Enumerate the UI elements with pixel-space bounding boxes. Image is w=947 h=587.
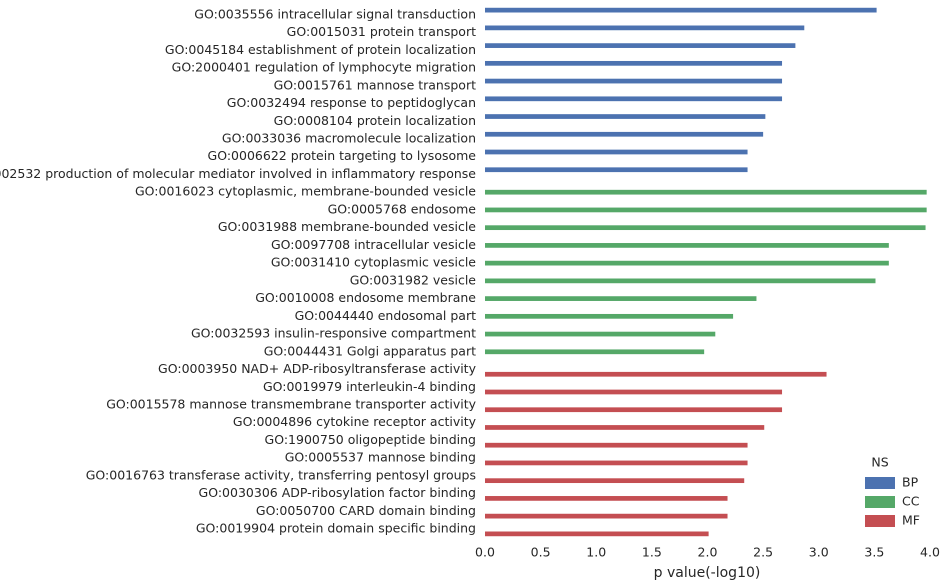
bar <box>485 513 728 519</box>
y-tick-label: GO:0005768 endosome <box>328 201 477 216</box>
bar <box>485 7 877 13</box>
y-tick-label: GO:0031988 membrane-bounded vesicle <box>218 219 476 234</box>
bar <box>485 478 745 484</box>
y-tick-label: GO:0019904 protein domain specific bindi… <box>196 521 476 536</box>
bar <box>485 25 805 31</box>
bar <box>485 207 927 213</box>
y-tick-label: GO:0032494 response to peptidoglycan <box>227 95 476 110</box>
bar <box>485 96 783 102</box>
x-tick-label: 0.0 <box>475 545 495 560</box>
y-tick-label: GO:0030306 ADP-ribosylation factor bindi… <box>199 485 476 500</box>
x-tick-label: 4.0 <box>920 545 940 560</box>
x-tick-label: 1.5 <box>642 545 662 560</box>
bar <box>485 114 766 119</box>
bar <box>485 496 728 501</box>
y-tick-label: GO:0035556 intracellular signal transduc… <box>194 6 476 21</box>
bar <box>485 389 783 395</box>
bar <box>485 531 709 537</box>
bar <box>485 442 748 448</box>
bar <box>485 331 716 337</box>
legend-label: CC <box>902 494 920 509</box>
legend-label: MF <box>902 513 920 528</box>
y-tick-label: GO:0033036 macromolecule localization <box>222 131 476 146</box>
bar <box>485 43 796 48</box>
legend-swatch <box>865 496 895 508</box>
bar <box>485 189 927 195</box>
y-tick-label: GO:0015578 mannose transmembrane transpo… <box>106 397 476 412</box>
x-tick-label: 3.0 <box>809 545 829 560</box>
y-tick-label: GO:0044431 Golgi apparatus part <box>264 343 476 358</box>
bar <box>485 225 926 231</box>
y-tick-label: GO:0031410 cytoplasmic vesicle <box>271 255 476 270</box>
bar <box>485 296 757 301</box>
y-tick-label: GO:0032593 insulin-responsive compartmen… <box>191 326 476 341</box>
bar <box>485 313 734 319</box>
y-tick-label: GO:2000401 regulation of lymphocyte migr… <box>172 60 476 75</box>
x-axis-label: p value(-log10) <box>654 565 761 581</box>
y-tick-label: GO:0008104 protein localization <box>274 113 476 128</box>
bar <box>485 78 783 84</box>
bar <box>485 460 748 466</box>
y-tick-label: GO:0044440 endosomal part <box>295 308 477 323</box>
bar <box>485 167 748 173</box>
y-tick-label: GO:0010008 endosome membrane <box>255 290 476 305</box>
bar <box>485 243 889 248</box>
bar <box>485 131 764 137</box>
legend-swatch <box>865 515 895 527</box>
bar <box>485 425 765 430</box>
y-tick-label: GO:0045184 establishment of protein loca… <box>165 42 476 57</box>
y-tick-label: GO:0003950 NAD+ ADP-ribosyltransferase a… <box>158 361 477 376</box>
x-tick-label: 2.0 <box>698 545 718 560</box>
x-tick-label: 0.5 <box>531 545 551 560</box>
y-tick-label: GO:0097708 intracellular vesicle <box>271 237 476 252</box>
bar <box>485 407 783 413</box>
y-tick-label: GO:0016023 cytoplasmic, membrane-bounded… <box>135 184 476 199</box>
legend-swatch <box>865 477 895 489</box>
y-tick-label: GO:0006622 protein targeting to lysosome <box>208 148 477 163</box>
y-tick-label: GO:0015031 protein transport <box>287 24 476 39</box>
bar <box>485 371 827 377</box>
x-tick-label: 1.0 <box>586 545 606 560</box>
x-tick-label: 2.5 <box>753 545 773 560</box>
bar <box>485 349 705 355</box>
y-tick-label: GO:0002532 production of molecular media… <box>0 166 476 181</box>
bar <box>485 260 889 266</box>
y-tick-label: GO:0050700 CARD domain binding <box>256 503 476 518</box>
y-tick-label: GO:0004896 cytokine receptor activity <box>233 414 477 429</box>
x-tick-label: 3.5 <box>864 545 884 560</box>
y-tick-label: GO:0016763 transferase activity, transfe… <box>86 467 476 482</box>
legend-title: NS <box>871 455 888 470</box>
bar <box>485 278 876 284</box>
y-tick-label: GO:0031982 vesicle <box>350 272 477 287</box>
y-tick-label: GO:1900750 oligopeptide binding <box>265 432 476 447</box>
y-tick-label: GO:0015761 mannose transport <box>274 77 477 92</box>
y-tick-label: GO:0005537 mannose binding <box>285 450 476 465</box>
y-tick-label: GO:0019979 interleukin-4 binding <box>263 379 476 394</box>
bar <box>485 149 748 155</box>
legend-label: BP <box>902 475 919 490</box>
bar <box>485 60 783 66</box>
